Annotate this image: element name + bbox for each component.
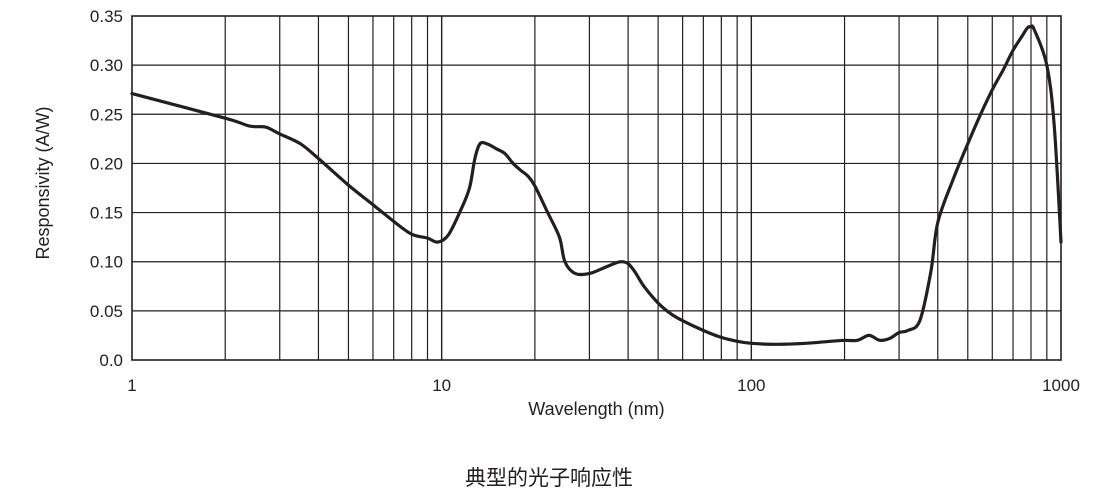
y-tick-label: 0.30 [90, 56, 123, 75]
y-tick-label: 0.20 [90, 154, 123, 173]
x-tick-label: 1000 [1042, 376, 1080, 395]
grid [132, 16, 1061, 360]
responsivity-series-line [130, 24, 1063, 346]
x-tick-label: 10 [432, 376, 451, 395]
x-tick-label: 100 [737, 376, 765, 395]
y-tick-label: 0.15 [90, 204, 123, 223]
chart-caption: 典型的光子响应性 [465, 466, 633, 490]
y-tick-label: 0.0 [99, 351, 123, 370]
tick-labels: 1 10 100 1000 0.0 0.05 0.10 0.15 0.20 0.25 0.30 0.3… [90, 7, 1080, 395]
x-tick-label: 1 [127, 376, 136, 395]
y-tick-label: 0.25 [90, 105, 123, 124]
x-axis-label: Wavelength (nm) [528, 399, 664, 419]
series-layer [130, 24, 1063, 346]
y-axis-label: Responsivity (A/W) [33, 106, 53, 259]
y-tick-label: 0.35 [90, 7, 123, 26]
responsivity-chart: 1 10 100 1000 0.0 0.05 0.10 0.15 0.20 0.25 0.30 0.3… [33, 7, 1080, 419]
y-tick-label: 0.05 [90, 302, 123, 321]
axes [131, 15, 1062, 361]
plot-frame [131, 15, 1062, 361]
y-tick-label: 0.10 [90, 253, 123, 272]
